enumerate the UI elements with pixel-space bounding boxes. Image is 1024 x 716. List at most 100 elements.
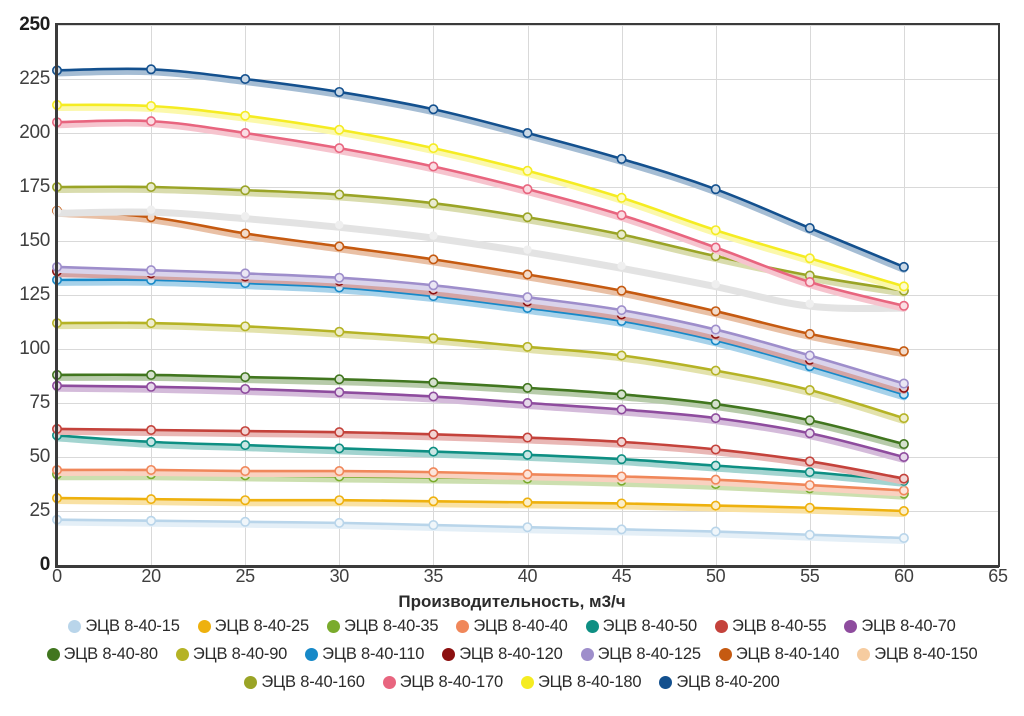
legend-color-dot-icon: [456, 619, 470, 633]
series-stroke: [55, 468, 906, 492]
legend-item[interactable]: ЭЦВ 8-40-120: [442, 644, 563, 664]
legend-label: ЭЦВ 8-40-200: [676, 673, 780, 691]
series-line: [52, 116, 909, 312]
data-point-marker: [334, 466, 345, 477]
y-tick-label: 75: [29, 392, 50, 413]
x-tick-label: 35: [423, 566, 444, 586]
data-point-marker: [898, 261, 909, 272]
series-stroke: [55, 103, 906, 288]
data-point-marker: [428, 446, 439, 457]
legend-item[interactable]: ЭЦВ 8-40-180: [521, 672, 642, 692]
data-point-marker: [146, 424, 157, 435]
legend-item[interactable]: ЭЦВ 8-40-70: [844, 616, 956, 636]
x-axis-ticks: 0 20 25 30 35 40 45 50 55 60 65: [52, 566, 1008, 592]
legend-color-dot-icon: [197, 619, 211, 633]
data-point-marker: [428, 496, 439, 507]
legend-color-dot-icon: [305, 647, 319, 661]
data-point-marker: [146, 436, 157, 447]
legend-item[interactable]: ЭЦВ 8-40-90: [175, 644, 288, 664]
legend-color-dot-icon: [580, 647, 594, 661]
data-point-marker: [616, 436, 627, 447]
series-stroke: [55, 278, 906, 396]
series-line: [52, 205, 909, 313]
y-tick-label: 150: [19, 230, 50, 251]
legend-color-dot-icon: [857, 647, 871, 661]
data-point-marker: [616, 229, 627, 240]
legend-item[interactable]: ЭЦВ 8-40-170: [382, 672, 504, 692]
data-point-marker: [616, 471, 627, 482]
data-point-marker: [428, 143, 439, 154]
series-halo: [53, 373, 908, 451]
data-point-marker: [522, 292, 533, 303]
legend-item[interactable]: ЭЦВ 8-40-150: [857, 644, 978, 664]
data-point-marker: [710, 306, 721, 317]
y-tick-label: 225: [19, 68, 50, 89]
legend-item[interactable]: ЭЦВ 8-40-35: [327, 616, 439, 636]
legend-label: ЭЦВ 8-40-55: [731, 617, 827, 635]
gridline: [339, 25, 341, 565]
legend-color-dot-icon: [46, 647, 60, 661]
series-halo: [53, 321, 908, 425]
data-point-marker: [428, 467, 439, 478]
data-point-marker: [334, 241, 345, 252]
data-point-marker: [334, 86, 345, 97]
series-stroke: [55, 496, 906, 513]
data-point-marker: [804, 480, 815, 491]
legend-item[interactable]: ЭЦВ 8-40-140: [718, 644, 839, 664]
data-point-marker: [804, 529, 815, 540]
data-point-marker: [804, 456, 815, 467]
legend-item[interactable]: ЭЦВ 8-40-55: [714, 616, 827, 636]
data-point-marker: [334, 272, 345, 283]
legend-label: ЭЦВ 8-40-120: [459, 645, 563, 663]
series-line: [52, 64, 909, 273]
plot-right-border: [998, 23, 1000, 567]
data-point-marker: [898, 346, 909, 357]
y-tick-label: 175: [19, 176, 50, 197]
chart-legend: ЭЦВ 8-40-15 ЭЦВ 8-40-25 ЭЦВ 8-40-35 ЭЦВ 8-4…: [0, 616, 1024, 692]
data-point-marker: [805, 299, 814, 308]
legend-item[interactable]: ЭЦВ 8-40-50: [585, 616, 697, 636]
data-point-marker: [710, 184, 721, 195]
legend-item[interactable]: ЭЦВ 8-40-110: [305, 644, 424, 664]
plot-area: [52, 23, 1000, 568]
data-point-marker: [240, 372, 251, 383]
data-point-marker: [710, 526, 721, 537]
data-point-marker: [522, 382, 533, 393]
data-point-marker: [522, 449, 533, 460]
legend-color-dot-icon: [585, 619, 599, 633]
legend-label: ЭЦВ 8-40-170: [399, 673, 504, 691]
data-point-marker: [616, 350, 627, 361]
series-line: [52, 99, 909, 293]
legend-color-dot-icon: [714, 619, 728, 633]
data-point-marker: [616, 153, 627, 164]
legend-color-dot-icon: [659, 675, 673, 689]
data-point-marker: [710, 399, 721, 410]
legend-item[interactable]: ЭЦВ 8-40-160: [244, 672, 365, 692]
legend-item[interactable]: ЭЦВ 8-40-200: [659, 672, 780, 692]
data-point-marker: [898, 281, 909, 292]
legend-item[interactable]: ЭЦВ 8-40-25: [197, 616, 309, 636]
x-tick-label: 60: [894, 566, 914, 586]
data-point-marker: [334, 495, 345, 506]
legend-label: ЭЦВ 8-40-90: [192, 645, 288, 663]
data-point-marker: [616, 498, 627, 509]
data-point-marker: [616, 454, 627, 465]
data-point-marker: [146, 494, 157, 505]
data-point-marker: [334, 143, 345, 154]
legend-label: ЭЦВ 8-40-150: [874, 645, 978, 663]
gridline: [245, 25, 247, 565]
data-point-marker: [334, 517, 345, 528]
data-point-marker: [335, 220, 344, 229]
legend-item[interactable]: ЭЦВ 8-40-80: [46, 644, 158, 664]
legend-item[interactable]: ЭЦВ 8-40-40: [456, 616, 568, 636]
x-axis-line: [55, 565, 999, 568]
legend-color-dot-icon: [521, 675, 534, 689]
series-line: [52, 464, 909, 497]
legend-color-dot-icon: [382, 675, 396, 689]
data-point-marker: [804, 415, 815, 426]
data-point-marker: [710, 225, 721, 236]
legend-item[interactable]: ЭЦВ 8-40-125: [580, 644, 701, 664]
series-line: [52, 423, 909, 485]
data-point-marker: [240, 466, 251, 477]
legend-item[interactable]: ЭЦВ 8-40-15: [68, 616, 180, 636]
